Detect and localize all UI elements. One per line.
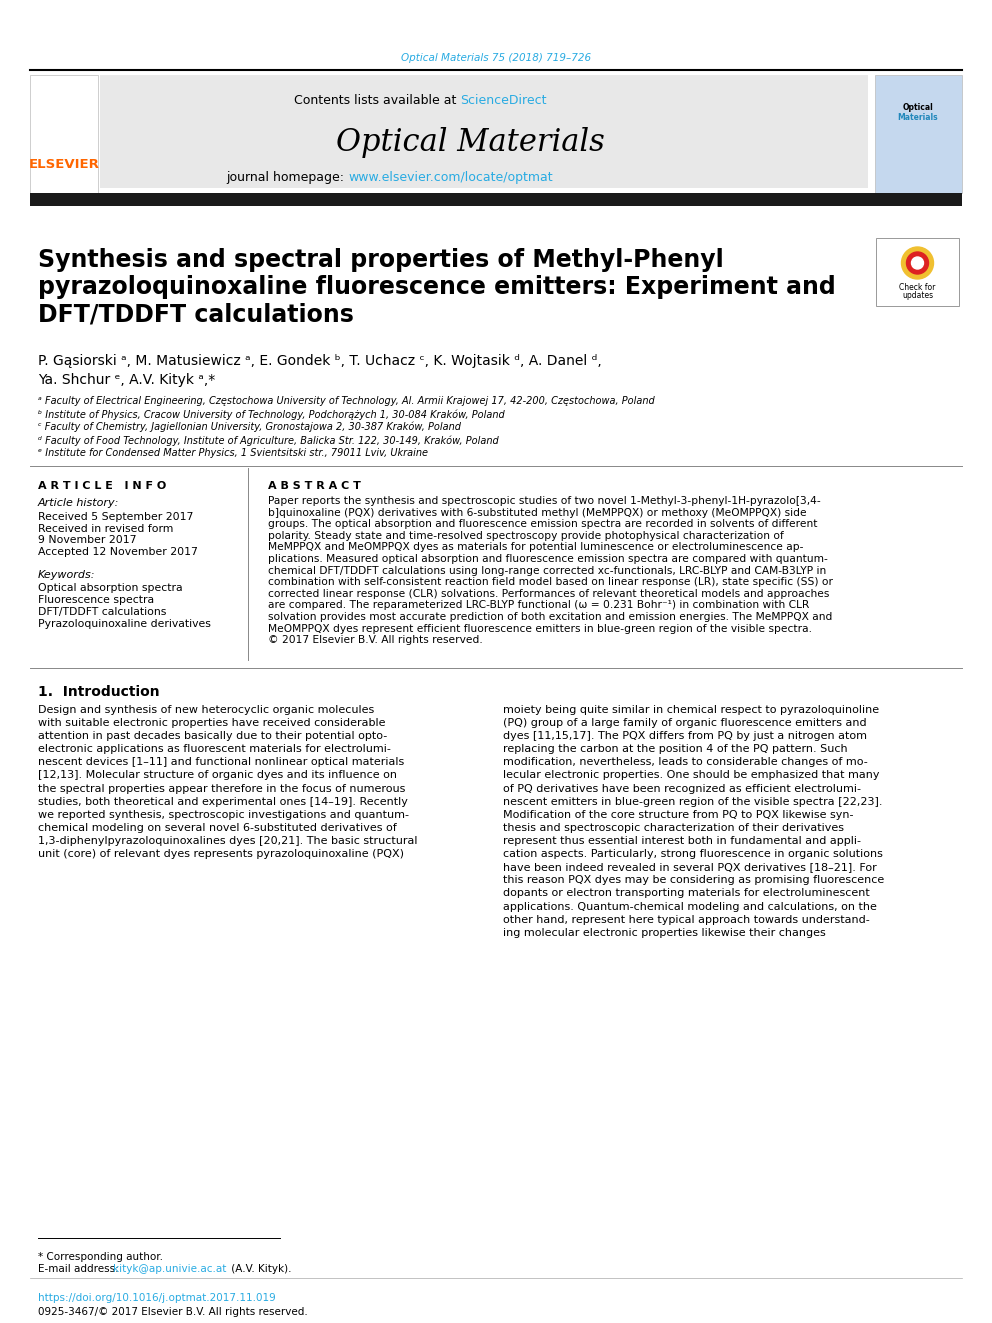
Text: other hand, represent here typical approach towards understand-: other hand, represent here typical appro… [503, 914, 870, 925]
Text: www.elsevier.com/locate/optmat: www.elsevier.com/locate/optmat [348, 172, 553, 184]
Text: https://doi.org/10.1016/j.optmat.2017.11.019: https://doi.org/10.1016/j.optmat.2017.11… [38, 1293, 276, 1303]
Text: combination with self-consistent reaction field model based on linear response (: combination with self-consistent reactio… [268, 577, 833, 587]
Text: pyrazoloquinoxaline fluorescence emitters: Experiment and: pyrazoloquinoxaline fluorescence emitter… [38, 275, 835, 299]
Text: Optical: Optical [903, 103, 933, 112]
Text: unit (core) of relevant dyes represents pyrazoloquinoxaline (PQX): unit (core) of relevant dyes represents … [38, 849, 404, 859]
Text: DFT/TDDFT calculations: DFT/TDDFT calculations [38, 302, 354, 325]
Text: Modification of the core structure from PQ to PQX likewise syn-: Modification of the core structure from … [503, 810, 853, 820]
Text: Keywords:: Keywords: [38, 570, 95, 579]
Text: A B S T R A C T: A B S T R A C T [268, 482, 361, 491]
Text: dopants or electron transporting materials for electroluminescent: dopants or electron transporting materia… [503, 889, 870, 898]
Text: solvation provides most accurate prediction of both excitation and emission ener: solvation provides most accurate predict… [268, 613, 832, 622]
Text: Optical Materials 75 (2018) 719–726: Optical Materials 75 (2018) 719–726 [401, 53, 591, 64]
Text: are compared. The reparameterized LRC-BLYP functional (ω = 0.231 Bohr⁻¹) in comb: are compared. The reparameterized LRC-BL… [268, 601, 809, 610]
Circle shape [907, 251, 929, 274]
Text: Accepted 12 November 2017: Accepted 12 November 2017 [38, 546, 197, 557]
Text: Received in revised form: Received in revised form [38, 524, 174, 534]
Text: attention in past decades basically due to their potential opto-: attention in past decades basically due … [38, 732, 387, 741]
Text: 1,3-diphenylpyrazoloquinoxalines dyes [20,21]. The basic structural: 1,3-diphenylpyrazoloquinoxalines dyes [2… [38, 836, 418, 845]
Text: Check for: Check for [900, 283, 935, 291]
Circle shape [912, 257, 924, 269]
Text: electronic applications as fluorescent materials for electrolumi-: electronic applications as fluorescent m… [38, 745, 391, 754]
Text: Synthesis and spectral properties of Methyl-Phenyl: Synthesis and spectral properties of Met… [38, 247, 724, 273]
Text: 9 November 2017: 9 November 2017 [38, 534, 137, 545]
Text: have been indeed revealed in several PQX derivatives [18–21]. For: have been indeed revealed in several PQX… [503, 863, 877, 872]
Bar [875, 75, 962, 193]
Text: dyes [11,15,17]. The PQX differs from PQ by just a nitrogen atom: dyes [11,15,17]. The PQX differs from PQ… [503, 732, 867, 741]
Text: Fluorescence spectra: Fluorescence spectra [38, 595, 154, 605]
Text: E-mail address:: E-mail address: [38, 1263, 122, 1274]
Bar [30, 75, 98, 193]
Text: b]quinoxaline (PQX) derivatives with 6-substituted methyl (MeMPPQX) or methoxy (: b]quinoxaline (PQX) derivatives with 6-s… [268, 508, 806, 517]
Text: cation aspects. Particularly, strong fluorescence in organic solutions: cation aspects. Particularly, strong flu… [503, 849, 883, 859]
Text: corrected linear response (CLR) solvations. Performances of relevant theoretical: corrected linear response (CLR) solvatio… [268, 589, 829, 599]
Text: the spectral properties appear therefore in the focus of numerous: the spectral properties appear therefore… [38, 783, 406, 794]
Text: chemical modeling on several novel 6-substituted derivatives of: chemical modeling on several novel 6-sub… [38, 823, 397, 833]
Text: thesis and spectroscopic characterization of their derivatives: thesis and spectroscopic characterizatio… [503, 823, 844, 833]
Text: Received 5 September 2017: Received 5 September 2017 [38, 512, 193, 523]
Bar [876, 238, 959, 306]
Text: MeMPPQX and MeOMPPQX dyes as materials for potential luminescence or electrolumi: MeMPPQX and MeOMPPQX dyes as materials f… [268, 542, 804, 553]
Text: with suitable electronic properties have received considerable: with suitable electronic properties have… [38, 718, 386, 728]
Text: Materials: Materials [898, 112, 938, 122]
Circle shape [902, 247, 933, 279]
Text: P. Gąsiorski ᵃ, M. Matusiewicz ᵃ, E. Gondek ᵇ, T. Uchacz ᶜ, K. Wojtasik ᵈ, A. Da: P. Gąsiorski ᵃ, M. Matusiewicz ᵃ, E. Gon… [38, 355, 602, 368]
Text: nescent devices [1–11] and functional nonlinear optical materials: nescent devices [1–11] and functional no… [38, 757, 405, 767]
Text: Optical absorption spectra: Optical absorption spectra [38, 583, 183, 593]
Text: Contents lists available at: Contents lists available at [294, 94, 460, 106]
Text: lecular electronic properties. One should be emphasized that many: lecular electronic properties. One shoul… [503, 770, 880, 781]
Text: replacing the carbon at the position 4 of the PQ pattern. Such: replacing the carbon at the position 4 o… [503, 745, 847, 754]
Text: ᶜ Faculty of Chemistry, Jagiellonian University, Gronostajowa 2, 30-387 Kraków, : ᶜ Faculty of Chemistry, Jagiellonian Uni… [38, 422, 461, 433]
Text: ᵇ Institute of Physics, Cracow University of Technology, Podchorążych 1, 30-084 : ᵇ Institute of Physics, Cracow Universit… [38, 409, 505, 419]
Text: of PQ derivatives have been recognized as efficient electrolumi-: of PQ derivatives have been recognized a… [503, 783, 861, 794]
Text: studies, both theoretical and experimental ones [14–19]. Recently: studies, both theoretical and experiment… [38, 796, 408, 807]
Text: DFT/TDDFT calculations: DFT/TDDFT calculations [38, 607, 167, 617]
Text: ᵈ Faculty of Food Technology, Institute of Agriculture, Balicka Str. 122, 30-149: ᵈ Faculty of Food Technology, Institute … [38, 435, 499, 446]
Text: polarity. Steady state and time-resolved spectroscopy provide photophysical char: polarity. Steady state and time-resolved… [268, 531, 784, 541]
Text: Article history:: Article history: [38, 497, 119, 508]
Text: kityk@ap.univie.ac.at: kityk@ap.univie.ac.at [113, 1263, 226, 1274]
Text: updates: updates [902, 291, 933, 300]
Text: ScienceDirect: ScienceDirect [460, 94, 547, 106]
Text: moiety being quite similar in chemical respect to pyrazoloquinoline: moiety being quite similar in chemical r… [503, 705, 879, 714]
Text: [12,13]. Molecular structure of organic dyes and its influence on: [12,13]. Molecular structure of organic … [38, 770, 397, 781]
Text: represent thus essential interest both in fundamental and appli-: represent thus essential interest both i… [503, 836, 861, 845]
Text: Ya. Shchur ᵉ, A.V. Kityk ᵃ,*: Ya. Shchur ᵉ, A.V. Kityk ᵃ,* [38, 373, 215, 388]
Text: this reason PQX dyes may be considering as promising fluorescence: this reason PQX dyes may be considering … [503, 876, 884, 885]
Text: applications. Quantum-chemical modeling and calculations, on the: applications. Quantum-chemical modeling … [503, 901, 877, 912]
Text: Optical Materials: Optical Materials [335, 127, 604, 159]
Text: nescent emitters in blue-green region of the visible spectra [22,23].: nescent emitters in blue-green region of… [503, 796, 883, 807]
Text: groups. The optical absorption and fluorescence emission spectra are recorded in: groups. The optical absorption and fluor… [268, 519, 817, 529]
Text: © 2017 Elsevier B.V. All rights reserved.: © 2017 Elsevier B.V. All rights reserved… [268, 635, 483, 646]
Text: ᵃ Faculty of Electrical Engineering, Częstochowa University of Technology, Al. A: ᵃ Faculty of Electrical Engineering, Czę… [38, 396, 655, 406]
Bar [100, 75, 868, 188]
Text: Paper reports the synthesis and spectroscopic studies of two novel 1-Methyl-3-ph: Paper reports the synthesis and spectros… [268, 496, 820, 505]
Text: 0925-3467/© 2017 Elsevier B.V. All rights reserved.: 0925-3467/© 2017 Elsevier B.V. All right… [38, 1307, 308, 1316]
Text: plications. Measured optical absorption and fluorescence emission spectra are co: plications. Measured optical absorption … [268, 554, 828, 564]
Text: ing molecular electronic properties likewise their changes: ing molecular electronic properties like… [503, 927, 825, 938]
Text: A R T I C L E   I N F O: A R T I C L E I N F O [38, 482, 167, 491]
Text: journal homepage:: journal homepage: [226, 172, 348, 184]
Text: ᵉ Institute for Condensed Matter Physics, 1 Svientsitski str., 79011 Lviv, Ukrai: ᵉ Institute for Condensed Matter Physics… [38, 448, 428, 458]
Text: chemical DFT/TDDFT calculations using long-range corrected xc-functionals, LRC-B: chemical DFT/TDDFT calculations using lo… [268, 566, 826, 576]
Text: Design and synthesis of new heterocyclic organic molecules: Design and synthesis of new heterocyclic… [38, 705, 374, 714]
Text: ELSEVIER: ELSEVIER [29, 159, 99, 172]
Text: Pyrazoloquinoxaline derivatives: Pyrazoloquinoxaline derivatives [38, 619, 211, 628]
Bar [30, 193, 962, 206]
Text: (A.V. Kityk).: (A.V. Kityk). [228, 1263, 292, 1274]
Text: 1.  Introduction: 1. Introduction [38, 685, 160, 699]
Text: we reported synthesis, spectroscopic investigations and quantum-: we reported synthesis, spectroscopic inv… [38, 810, 409, 820]
Text: MeOMPPQX dyes represent efficient fluorescence emitters in blue-green region of : MeOMPPQX dyes represent efficient fluore… [268, 623, 812, 634]
Text: modification, nevertheless, leads to considerable changes of mo-: modification, nevertheless, leads to con… [503, 757, 868, 767]
Text: * Corresponding author.: * Corresponding author. [38, 1252, 163, 1262]
Text: (PQ) group of a large family of organic fluorescence emitters and: (PQ) group of a large family of organic … [503, 718, 867, 728]
